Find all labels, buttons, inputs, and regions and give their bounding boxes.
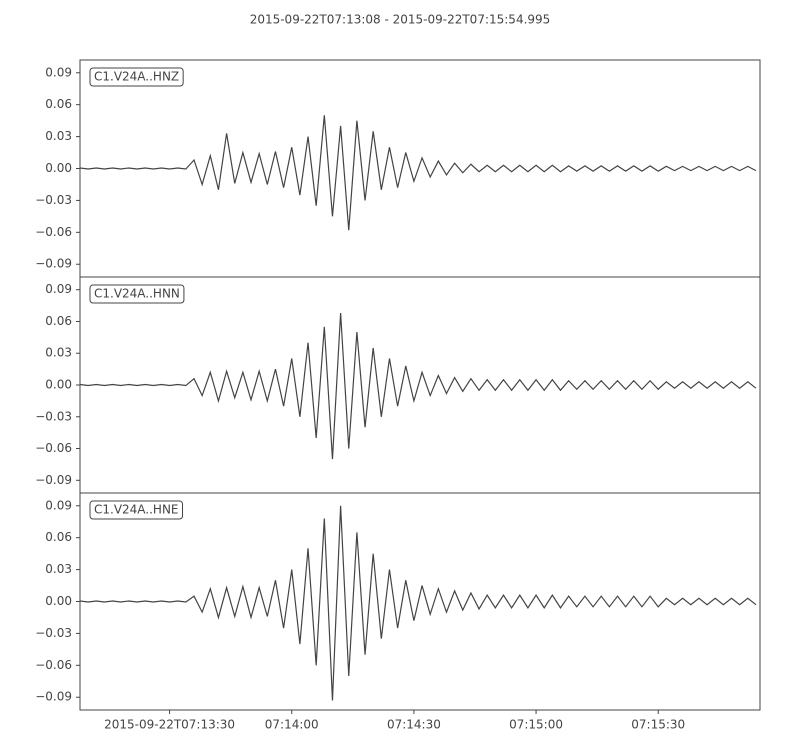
y-tick-label: −0.03	[35, 193, 72, 207]
y-tick-label: −0.06	[35, 658, 72, 672]
y-tick-label: −0.03	[35, 409, 72, 423]
x-tick-label: 07:14:00	[265, 718, 319, 732]
x-tick-label: 07:15:00	[509, 718, 563, 732]
y-tick-label: 0.00	[45, 378, 72, 392]
y-tick-label: 0.03	[45, 129, 72, 143]
y-tick-label: 0.09	[45, 282, 72, 296]
y-tick-label: 0.00	[45, 594, 72, 608]
y-tick-label: −0.09	[35, 257, 72, 271]
trace-label-box	[89, 284, 185, 304]
y-tick-label: 0.00	[45, 161, 72, 175]
y-tick-label: −0.03	[35, 626, 72, 640]
y-tick-label: 0.09	[45, 498, 72, 512]
trace-label: C1.V24A..HNN	[94, 287, 180, 301]
y-tick-label: −0.06	[35, 441, 72, 455]
x-tick-label: 2015-09-22T07:13:30	[104, 718, 235, 732]
x-tick-label: 07:15:30	[631, 718, 685, 732]
y-tick-label: 0.09	[45, 65, 72, 79]
panel-frame	[79, 492, 761, 711]
y-tick-label: 0.06	[45, 314, 72, 328]
y-tick-label: 0.06	[45, 530, 72, 544]
chart-title: 2015-09-22T07:13:08 - 2015-09-22T07:15:5…	[250, 13, 551, 27]
y-tick-label: 0.03	[45, 562, 72, 576]
y-tick-label: −0.06	[35, 225, 72, 239]
y-tick-label: −0.09	[35, 473, 72, 487]
trace	[79, 505, 757, 701]
y-tick-label: 0.06	[45, 97, 72, 111]
y-tick-label: 0.03	[45, 346, 72, 360]
trace-label: C1.V24A..HNZ	[94, 70, 179, 84]
y-tick-label: −0.09	[35, 690, 72, 704]
trace-label-box	[89, 67, 184, 87]
trace	[79, 115, 757, 231]
trace-label-box	[89, 500, 184, 520]
trace	[79, 312, 757, 460]
trace-label: C1.V24A..HNE	[94, 503, 179, 517]
x-tick-label: 07:14:30	[387, 718, 441, 732]
